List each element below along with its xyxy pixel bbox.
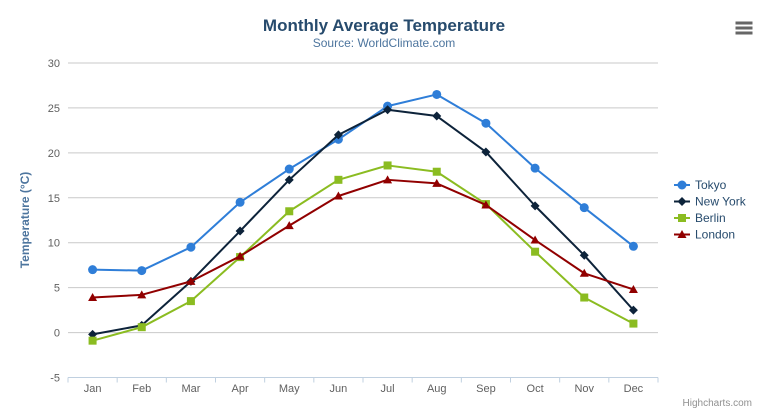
data-point[interactable] xyxy=(629,319,638,328)
legend: Tokyo New York Berlin London xyxy=(674,178,747,242)
x-axis-tick-label: Jul xyxy=(381,383,395,395)
series-line xyxy=(91,164,635,342)
legend-marker[interactable] xyxy=(677,180,687,190)
data-point[interactable] xyxy=(333,130,343,140)
x-axis-tick-label: Jun xyxy=(330,383,348,395)
chart-title: Monthly Average Temperature xyxy=(263,16,505,35)
data-point[interactable] xyxy=(285,207,294,216)
data-point[interactable] xyxy=(432,167,441,176)
y-axis-tick-label: 5 xyxy=(54,283,60,295)
data-point[interactable] xyxy=(284,175,294,185)
axis-labels: -5 0 5 10 15 20 25 30 Jan Feb Mar Apr May Jun Jul Aug Se… xyxy=(48,58,644,395)
legend-marker[interactable] xyxy=(677,230,687,238)
data-point[interactable] xyxy=(481,200,491,209)
x-axis-tick-label: Sep xyxy=(476,383,496,395)
legend-marker[interactable] xyxy=(677,197,687,206)
data-point[interactable] xyxy=(334,175,343,184)
series-line xyxy=(91,93,635,272)
legend-item-berlin[interactable]: Berlin xyxy=(674,211,726,225)
series-tokyo xyxy=(88,89,638,276)
chart-subtitle: Source: WorldClimate.com xyxy=(313,36,456,50)
data-point[interactable] xyxy=(531,247,540,256)
data-point[interactable] xyxy=(530,235,540,244)
data-point[interactable] xyxy=(530,201,540,211)
legend-item-london[interactable]: London xyxy=(674,228,735,242)
series-berlin xyxy=(88,161,638,345)
y-axis-tick-label: 30 xyxy=(48,58,60,70)
data-point[interactable] xyxy=(186,276,196,285)
y-axis-tick-label: -5 xyxy=(50,373,60,385)
data-point[interactable] xyxy=(432,178,442,187)
series-line xyxy=(91,108,635,336)
data-point[interactable] xyxy=(530,163,540,173)
data-point[interactable] xyxy=(628,305,638,315)
data-point[interactable] xyxy=(432,111,442,121)
credits-link[interactable]: Highcharts.com xyxy=(683,398,752,409)
x-axis-tick-label: Mar xyxy=(181,383,200,395)
y-axis-tick-label: 15 xyxy=(48,193,60,205)
data-point[interactable] xyxy=(579,250,589,260)
data-point[interactable] xyxy=(88,336,97,345)
y-axis-tick-label: 20 xyxy=(48,148,60,160)
legend-label: Tokyo xyxy=(695,178,727,192)
data-point[interactable] xyxy=(481,147,491,157)
hamburger-icon xyxy=(735,21,753,35)
x-axis-tick-label: Oct xyxy=(527,383,544,395)
x-axis-tick-label: Feb xyxy=(132,383,151,395)
data-point[interactable] xyxy=(235,251,245,260)
data-point[interactable] xyxy=(383,161,392,170)
data-point[interactable] xyxy=(186,242,196,252)
data-point[interactable] xyxy=(137,266,147,276)
data-point[interactable] xyxy=(628,284,638,293)
data-point[interactable] xyxy=(580,293,589,302)
legend-label: New York xyxy=(695,195,747,209)
data-point[interactable] xyxy=(432,89,442,99)
legend-label: London xyxy=(695,228,735,242)
data-point[interactable] xyxy=(579,203,589,213)
data-point[interactable] xyxy=(284,221,294,230)
context-menu-button[interactable] xyxy=(730,15,758,39)
series-group xyxy=(88,89,638,345)
data-point[interactable] xyxy=(333,191,343,200)
series-london xyxy=(88,175,638,302)
data-point[interactable] xyxy=(383,175,393,184)
data-point[interactable] xyxy=(235,226,245,236)
legend-item-tokyo[interactable]: Tokyo xyxy=(674,178,727,192)
y-axis-tick-label: 10 xyxy=(48,238,60,250)
data-point[interactable] xyxy=(284,164,294,174)
x-axis xyxy=(67,377,659,383)
data-point[interactable] xyxy=(137,323,146,332)
data-point[interactable] xyxy=(88,265,98,275)
data-point[interactable] xyxy=(628,241,638,251)
x-axis-tick-label: May xyxy=(279,383,300,395)
legend-label: Berlin xyxy=(695,211,726,225)
data-point[interactable] xyxy=(383,105,393,115)
series-new-york xyxy=(88,105,638,339)
legend-marker[interactable] xyxy=(678,214,686,222)
series-line xyxy=(91,178,635,299)
legend-item-new-york[interactable]: New York xyxy=(674,195,747,209)
gridlines xyxy=(68,62,658,334)
data-point[interactable] xyxy=(137,290,147,299)
x-axis-tick-label: Nov xyxy=(574,383,594,395)
x-axis-tick-label: Apr xyxy=(232,383,249,395)
data-point[interactable] xyxy=(88,293,98,302)
data-point[interactable] xyxy=(579,268,589,277)
y-axis-title: Temperature (°C) xyxy=(18,172,32,269)
y-axis-tick-label: 25 xyxy=(48,103,60,115)
x-axis-tick-label: Jan xyxy=(84,383,102,395)
data-point[interactable] xyxy=(88,329,98,339)
data-point[interactable] xyxy=(481,118,491,128)
data-point[interactable] xyxy=(235,197,245,207)
y-axis-tick-label: 0 xyxy=(54,328,60,340)
x-axis-tick-label: Dec xyxy=(624,383,644,395)
data-point[interactable] xyxy=(186,297,195,306)
x-axis-tick-label: Aug xyxy=(427,383,447,395)
